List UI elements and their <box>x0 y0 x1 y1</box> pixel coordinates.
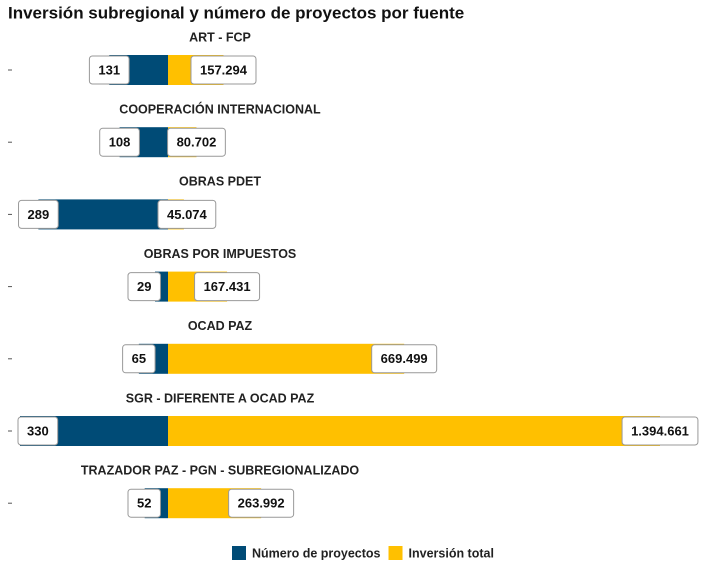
bar <box>38 199 168 230</box>
category-label: OBRAS PDET <box>179 175 261 189</box>
bar <box>168 343 405 374</box>
value-label: 80.702 <box>177 135 217 150</box>
value-label: 263.992 <box>238 496 285 511</box>
value-label: 669.499 <box>381 351 428 366</box>
label-box <box>167 127 226 157</box>
value-label-box: 263.992 <box>228 488 295 518</box>
label-box <box>18 199 59 229</box>
value-label-box: 157.294 <box>190 55 257 85</box>
value-label: 29 <box>137 279 151 294</box>
legend-swatch <box>232 546 246 560</box>
value-label-box: 1.394.661 <box>621 416 699 446</box>
label-box <box>17 416 59 446</box>
category-label: OCAD PAZ <box>188 319 253 333</box>
value-label-box: 80.702 <box>167 127 226 157</box>
value-label-box: 65 <box>122 344 156 374</box>
value-label-box: 131 <box>88 55 130 85</box>
value-label-box: 167.431 <box>194 272 261 302</box>
value-label-box: 52 <box>127 488 161 518</box>
value-label: 157.294 <box>200 62 248 77</box>
chart-title: Inversión subregional y número de proyec… <box>8 3 464 22</box>
value-label: 52 <box>137 496 151 511</box>
value-label-box: 289 <box>18 199 59 229</box>
value-label-box: 330 <box>17 416 59 446</box>
category-label: TRAZADOR PAZ - PGN - SUBREGIONALIZADO <box>81 463 360 477</box>
legend-label: Número de proyectos <box>252 546 381 560</box>
label-box <box>99 127 140 157</box>
label-box <box>127 488 161 518</box>
category-label: ART - FCP <box>189 30 251 44</box>
value-label: 330 <box>27 423 49 438</box>
value-label: 65 <box>132 351 146 366</box>
label-box <box>371 344 438 374</box>
legend-swatch <box>388 546 403 560</box>
value-label: 167.431 <box>204 279 251 294</box>
category-label: OBRAS POR IMPUESTOS <box>144 247 297 261</box>
value-label: 289 <box>28 207 50 222</box>
value-label-box: 29 <box>127 272 161 302</box>
label-box <box>157 199 217 229</box>
label-box <box>190 55 257 85</box>
category-label: SGR - DIFERENTE A OCAD PAZ <box>126 391 315 405</box>
label-box <box>621 416 699 446</box>
bar <box>168 416 660 446</box>
label-box <box>228 488 295 518</box>
value-label: 131 <box>98 62 120 77</box>
value-label-box: 669.499 <box>371 344 438 374</box>
label-box <box>88 55 130 85</box>
value-label: 108 <box>109 135 131 150</box>
legend-label: Inversión total <box>409 546 494 560</box>
category-label: COOPERACIÓN INTERNACIONAL <box>119 101 321 116</box>
value-label: 45.074 <box>167 207 208 222</box>
label-box <box>127 272 161 302</box>
label-box <box>194 272 261 302</box>
value-label: 1.394.661 <box>631 423 689 438</box>
label-box <box>122 344 156 374</box>
value-label-box: 45.074 <box>157 199 217 229</box>
value-label-box: 108 <box>99 127 140 157</box>
